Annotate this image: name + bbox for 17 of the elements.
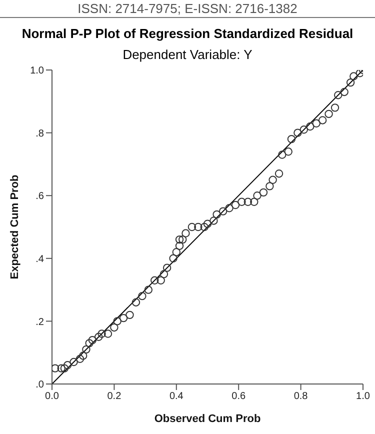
- y-tick-label: .0: [36, 380, 44, 391]
- x-tick-label: 0.2: [107, 391, 122, 402]
- text: ISSN: 2714-7975; E-ISSN: 2716-1382: [76, 0, 298, 17]
- chart-title: Normal P-P Plot of Regression Standardized Residual: [20, 26, 354, 41]
- y-tick-label: .2: [36, 316, 44, 328]
- chart-subtitle: Dependent Variable: Y: [122, 47, 254, 62]
- x-tick-label: 0.8: [294, 391, 308, 402]
- x-tick-label: 0.6: [232, 391, 246, 402]
- y-tick-label: .6: [36, 191, 44, 202]
- y-tick-label: .8: [36, 128, 44, 140]
- x-tick-label: 1.0: [356, 391, 370, 402]
- x-axis-title: Observed Cum Prob: [154, 413, 261, 425]
- y-tick-label: .4: [36, 254, 44, 265]
- x-tick-label: 0.4: [169, 391, 184, 402]
- x-tick-label: 0.0: [45, 391, 60, 402]
- y-axis-title: Expected Cum Prob: [8, 174, 21, 280]
- y-tick-label: 1.0: [30, 66, 44, 77]
